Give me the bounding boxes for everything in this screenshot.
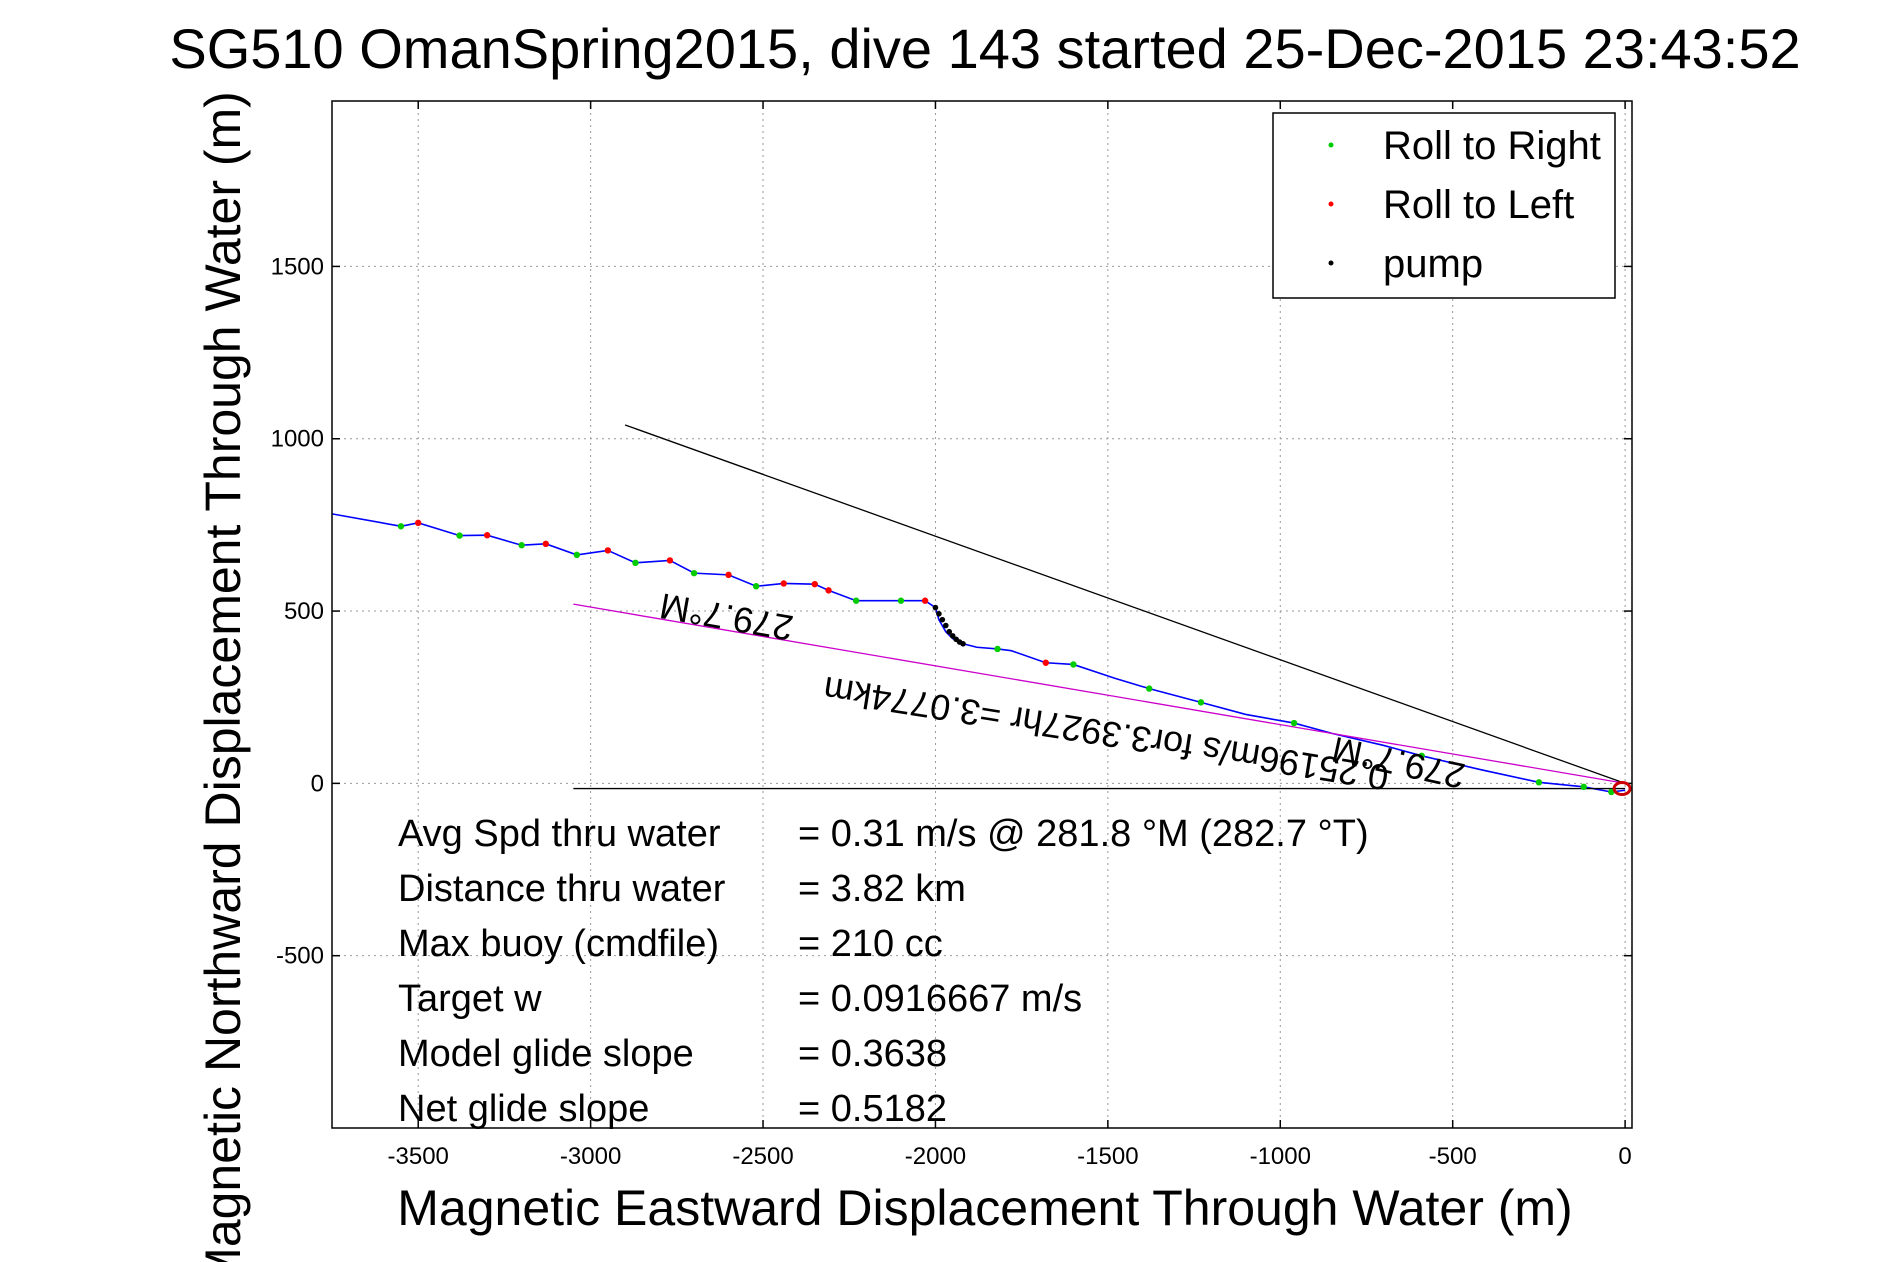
y-tick-label: -500 <box>276 943 324 970</box>
surface-marker <box>1612 781 1632 797</box>
stat-label: Avg Spd thru water <box>398 813 721 855</box>
x-tick-label: -1000 <box>1250 1143 1311 1170</box>
roll-right-point <box>1146 685 1153 692</box>
x-tick-label: -1500 <box>1077 1143 1138 1170</box>
x-tick-label: 0 <box>1618 1143 1631 1170</box>
roll-right-point <box>1580 783 1587 791</box>
stat-value: = 0.5182 <box>798 1088 947 1130</box>
annotation-label: 0.25196m/s for3.3927hr =3.0774km <box>821 669 1392 799</box>
pump-point <box>939 616 946 623</box>
series-layer <box>331 424 1626 793</box>
roll-right-point <box>690 569 698 577</box>
roll-right-point <box>852 597 860 604</box>
stat-value: = 0.31 m/s @ 281.8 °M (282.7 °T) <box>798 813 1369 855</box>
x-tick-label: -500 <box>1429 1143 1477 1170</box>
stat-value: = 0.3638 <box>798 1033 947 1075</box>
x-axis-title: Magnetic Eastward Displacement Through W… <box>397 1180 1572 1236</box>
pump-point <box>932 604 939 611</box>
roll-right-point <box>1070 661 1077 668</box>
legend-swatch <box>1328 201 1334 207</box>
axis-ticks: -3500 -3000 -2500 -2000 -1500 -1000 -500 0 -500 0… <box>271 101 1632 1170</box>
y-tick-label: 500 <box>284 598 324 625</box>
legend: Roll to Right Roll to Left pump <box>1272 112 1616 299</box>
stat-label: Max buoy (cmdfile) <box>398 923 719 965</box>
pump-point <box>960 640 966 647</box>
roll-left-point <box>780 580 787 587</box>
roll-right-point <box>1197 699 1205 706</box>
chart-title: SG510 OmanSpring2015, dive 143 started 2… <box>169 17 1800 80</box>
pump-point <box>942 622 949 629</box>
stat-value: = 0.0916667 m/s <box>798 978 1082 1020</box>
annotation-layer: 279.7°M0.25196m/s for3.3927hr =3.0774km2… <box>657 585 1469 798</box>
y-tick-label: 1000 <box>271 426 324 453</box>
stat-value: = 210 cc <box>798 923 943 965</box>
roll-left-point <box>1042 659 1049 666</box>
y-tick-label: 0 <box>311 770 324 797</box>
pump-point <box>949 633 956 639</box>
pump-point <box>946 628 953 635</box>
roll-right-point <box>897 597 905 604</box>
roll-left-point <box>921 597 929 604</box>
marker-layer <box>397 519 1632 797</box>
y-axis-title: Magnetic Northward Displacement Through … <box>195 91 251 1262</box>
roll-left-point <box>811 580 818 588</box>
legend-label: pump <box>1383 242 1483 286</box>
roll-right-point <box>456 532 463 539</box>
stat-label: Target w <box>398 978 542 1020</box>
roll-right-point <box>1418 752 1425 759</box>
roll-right-point <box>1290 719 1298 727</box>
avg-line-series <box>624 424 1626 784</box>
y-tick-label: 1500 <box>271 253 324 280</box>
roll-left-point <box>666 557 674 564</box>
annotation-group: 279.7°M <box>657 585 797 649</box>
roll-right-point <box>573 551 581 559</box>
stat-label: Distance thru water <box>398 868 726 910</box>
roll-right-point <box>752 583 760 590</box>
roll-right-point <box>1535 779 1543 786</box>
pump-point <box>936 611 942 617</box>
roll-right-point <box>397 523 405 530</box>
stat-label: Model glide slope <box>398 1033 694 1075</box>
roll-right-point <box>632 559 639 567</box>
plot-frame <box>331 100 1633 1129</box>
stat-label: Net glide slope <box>398 1088 649 1130</box>
stat-value: = 3.82 km <box>798 868 966 910</box>
x-tick-label: -2500 <box>732 1143 793 1170</box>
x-tick-label: -3000 <box>560 1143 621 1170</box>
roll-left-point <box>604 547 612 554</box>
annotation-group: 0.25196m/s for3.3927hr =3.0774km <box>821 669 1392 799</box>
legend-label: Roll to Left <box>1383 183 1574 227</box>
net-line-series <box>573 603 1626 785</box>
legend-swatch <box>1328 260 1334 266</box>
stats-block: Avg Spd thru water = 0.31 m/s @ 281.8 °M … <box>398 813 1369 1130</box>
roll-right-point <box>518 542 525 549</box>
roll-left-point <box>542 540 549 548</box>
x-tick-label: -2000 <box>905 1143 966 1170</box>
legend-swatch <box>1328 142 1334 148</box>
grid <box>332 101 1632 1128</box>
roll-left-point <box>415 519 422 527</box>
roll-left-point <box>483 532 491 539</box>
roll-right-point <box>994 645 1001 653</box>
roll-left-point <box>725 571 732 579</box>
annotation-label: 279.7°M <box>657 585 797 649</box>
roll-left-point <box>825 587 832 594</box>
x-tick-label: -3500 <box>388 1143 449 1170</box>
legend-label: Roll to Right <box>1383 124 1601 168</box>
